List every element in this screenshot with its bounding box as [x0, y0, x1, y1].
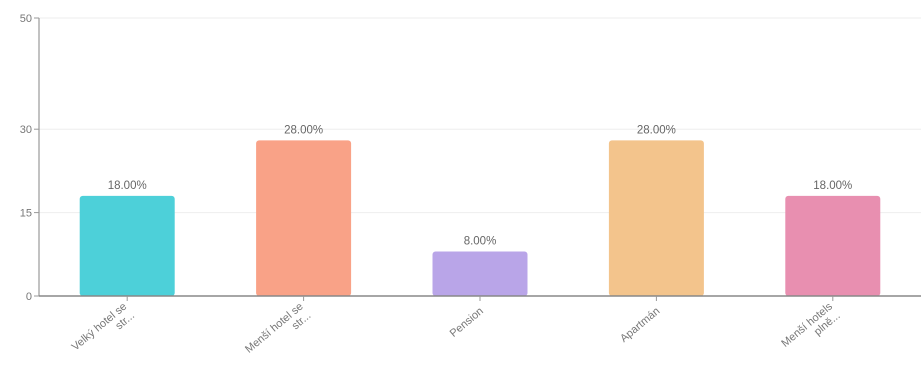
bar-value-label: 28.00%: [637, 124, 676, 136]
y-tick-label: 30: [20, 124, 32, 136]
bar-value-label: 8.00%: [464, 236, 497, 248]
x-tick-label-line: Apartmán: [618, 305, 662, 345]
x-tick-label: Pension: [448, 305, 486, 340]
x-tick-label: Menší hotel sestr...: [243, 301, 313, 365]
x-tick-label: Velký hotel sestr...: [70, 301, 137, 363]
svg-text:Velký hotel sestr...: Velký hotel sestr...: [70, 301, 137, 363]
bar[interactable]: [608, 140, 704, 296]
y-tick-label: 0: [26, 291, 32, 303]
x-tick-label-line: Pension: [448, 305, 486, 340]
bar[interactable]: [79, 195, 175, 296]
svg-text:Apartmán: Apartmán: [618, 305, 662, 345]
bar[interactable]: [785, 195, 881, 296]
bar[interactable]: [256, 140, 352, 296]
y-tick-label: 50: [20, 13, 32, 25]
svg-text:Menší hotel sestr...: Menší hotel sestr...: [243, 301, 313, 365]
x-tick-label: Menší hotelsplně...: [779, 300, 843, 359]
labels: 0 15 30 50 18.00% Velký hotel sestr... 28.00% M…: [20, 13, 853, 365]
grid-lines: [39, 17, 921, 214]
bar-value-label: 18.00%: [813, 180, 852, 192]
svg-text:Menší hotelsplně...: Menší hotelsplně...: [779, 300, 843, 359]
x-tick-label: Apartmán: [618, 305, 662, 345]
svg-text:Pension: Pension: [448, 305, 486, 340]
y-tick-label: 15: [20, 208, 32, 220]
bars: [79, 140, 881, 296]
bar-value-label: 28.00%: [284, 124, 323, 136]
bar-value-label: 18.00%: [108, 180, 147, 192]
bar[interactable]: [432, 251, 528, 296]
